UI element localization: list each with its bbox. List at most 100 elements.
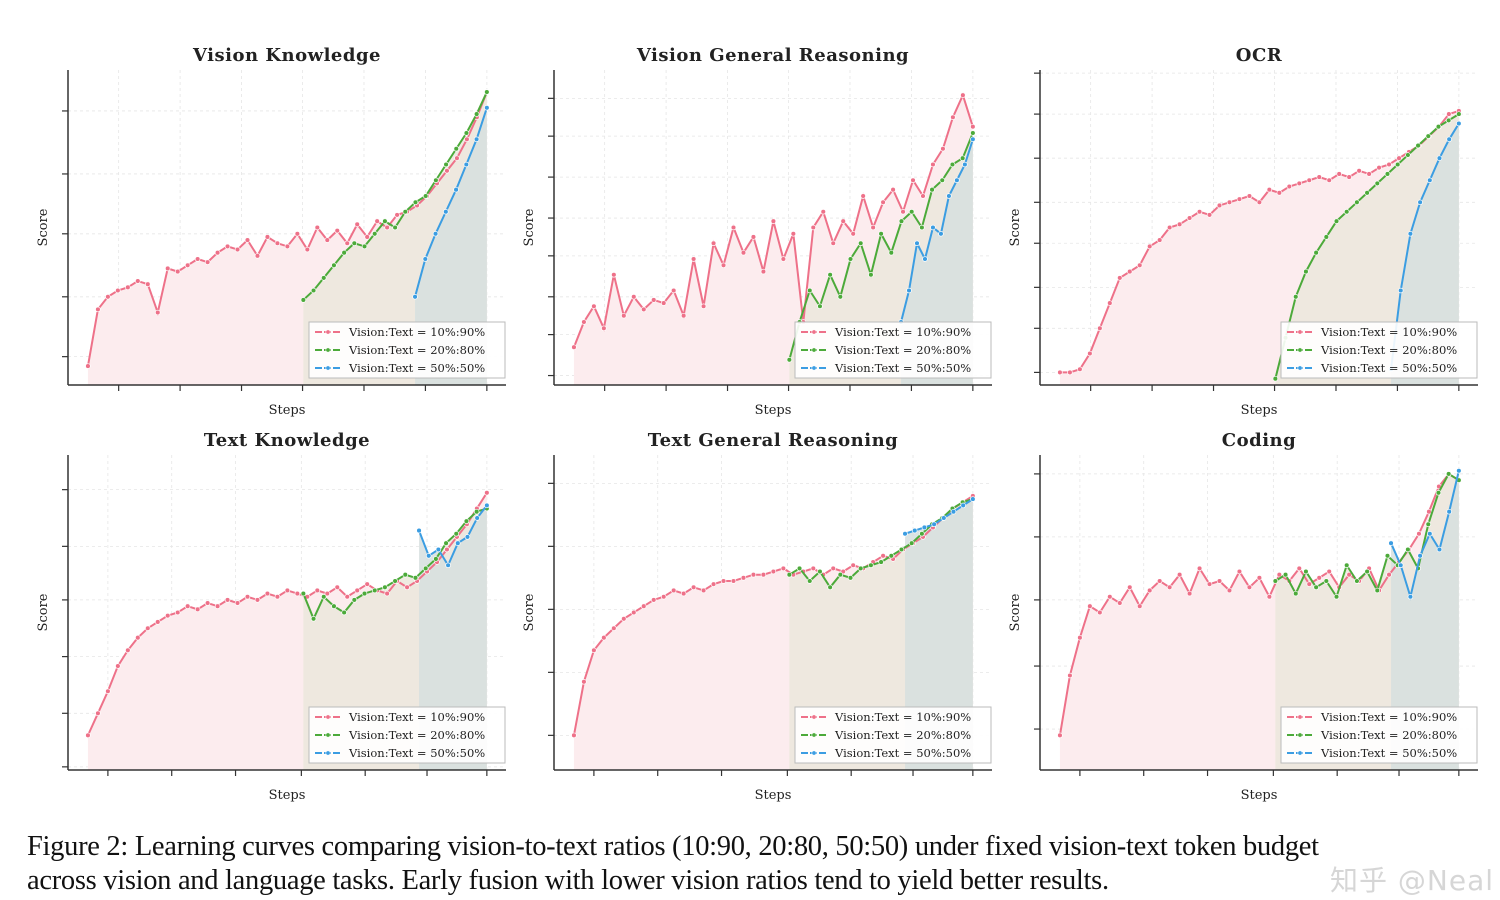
legend-marker bbox=[325, 329, 331, 335]
data-point bbox=[463, 161, 470, 168]
data-point bbox=[1107, 593, 1113, 600]
data-point bbox=[1196, 565, 1203, 572]
data-point bbox=[830, 565, 836, 572]
data-point bbox=[402, 571, 409, 578]
data-point bbox=[464, 136, 470, 143]
data-point bbox=[960, 92, 966, 98]
data-point bbox=[837, 571, 844, 578]
data-point bbox=[484, 89, 490, 95]
data-point bbox=[1127, 584, 1133, 591]
data-point bbox=[1186, 215, 1193, 221]
figure-caption: Figure 2: Learning curves comparing visi… bbox=[27, 830, 1497, 898]
legend-marker bbox=[325, 732, 331, 738]
data-point bbox=[364, 581, 370, 587]
figure: Vision Knowledge Steps Score Vision:Text = … bbox=[36, 45, 1478, 803]
data-point bbox=[780, 256, 787, 262]
data-point bbox=[700, 587, 707, 594]
legend-marker bbox=[1297, 714, 1303, 720]
data-point bbox=[1176, 571, 1183, 578]
data-point bbox=[1394, 161, 1401, 168]
series-line-3 bbox=[1390, 123, 1460, 370]
data-point bbox=[1356, 168, 1362, 174]
data-point bbox=[690, 256, 697, 262]
chart-title: Vision General Reasoning bbox=[636, 45, 909, 66]
data-point bbox=[1117, 600, 1123, 606]
series-line-3 bbox=[1390, 470, 1460, 601]
data-point bbox=[314, 587, 321, 594]
data-point bbox=[1445, 471, 1452, 477]
data-point bbox=[631, 294, 637, 300]
legend: Vision:Text = 10%:90% Vision:Text = 20%:8… bbox=[308, 321, 506, 379]
data-point bbox=[1127, 268, 1133, 275]
data-point bbox=[455, 540, 461, 546]
data-point bbox=[334, 227, 341, 234]
data-point bbox=[690, 584, 697, 591]
data-point bbox=[660, 300, 667, 306]
data-point bbox=[444, 168, 450, 174]
data-point bbox=[670, 287, 677, 294]
data-point bbox=[264, 234, 271, 240]
data-point bbox=[911, 527, 918, 534]
x-axis-label: Steps bbox=[755, 788, 792, 803]
data-point bbox=[324, 590, 331, 597]
data-point bbox=[1316, 174, 1322, 180]
data-point bbox=[1416, 530, 1422, 537]
legend-label: Vision:Text = 10%:90% bbox=[1320, 325, 1457, 339]
data-point bbox=[1427, 177, 1433, 184]
data-point bbox=[351, 240, 358, 247]
data-point bbox=[962, 161, 968, 168]
data-point bbox=[786, 357, 793, 363]
data-point bbox=[361, 590, 368, 597]
legend-marker bbox=[811, 732, 817, 738]
data-point bbox=[868, 562, 874, 568]
data-point bbox=[1303, 568, 1309, 575]
data-point bbox=[730, 224, 737, 231]
chart-title: OCR bbox=[1236, 45, 1283, 66]
data-point bbox=[1366, 171, 1372, 177]
data-point bbox=[601, 325, 607, 332]
data-point bbox=[1436, 546, 1443, 553]
data-point bbox=[1236, 196, 1243, 202]
data-point bbox=[730, 578, 737, 584]
y-axis-label: Score bbox=[36, 208, 51, 246]
data-point bbox=[364, 234, 370, 240]
legend-label: Vision:Text = 20%:80% bbox=[834, 728, 971, 742]
data-point bbox=[700, 303, 707, 310]
data-point bbox=[786, 571, 793, 578]
data-point bbox=[392, 578, 398, 584]
data-point bbox=[300, 297, 307, 303]
legend-marker bbox=[325, 365, 331, 371]
data-point bbox=[85, 732, 91, 739]
data-point bbox=[384, 224, 390, 231]
data-point bbox=[412, 294, 418, 300]
data-point bbox=[970, 130, 976, 136]
data-point bbox=[1077, 366, 1083, 373]
data-point bbox=[284, 587, 291, 594]
data-point bbox=[463, 130, 470, 136]
data-point bbox=[310, 616, 317, 622]
data-point bbox=[1446, 508, 1452, 515]
x-axis-label: Steps bbox=[755, 403, 792, 418]
data-point bbox=[710, 581, 717, 587]
legend-marker bbox=[325, 347, 331, 353]
data-point bbox=[164, 612, 171, 619]
data-point bbox=[473, 111, 480, 117]
data-point bbox=[921, 524, 928, 531]
data-point bbox=[135, 634, 141, 641]
data-point bbox=[234, 246, 241, 253]
data-point bbox=[85, 363, 91, 369]
data-point bbox=[660, 593, 667, 600]
data-point bbox=[1326, 177, 1332, 184]
data-point bbox=[214, 249, 221, 256]
data-point bbox=[857, 240, 864, 247]
data-point bbox=[806, 287, 813, 294]
data-point bbox=[284, 243, 291, 250]
data-point bbox=[214, 603, 221, 609]
data-point bbox=[902, 530, 908, 537]
data-point bbox=[817, 568, 823, 575]
legend-box bbox=[308, 706, 506, 764]
caption-line-1: Figure 2: Learning curves comparing visi… bbox=[27, 831, 1319, 862]
data-point bbox=[105, 294, 111, 300]
data-point bbox=[445, 562, 451, 568]
